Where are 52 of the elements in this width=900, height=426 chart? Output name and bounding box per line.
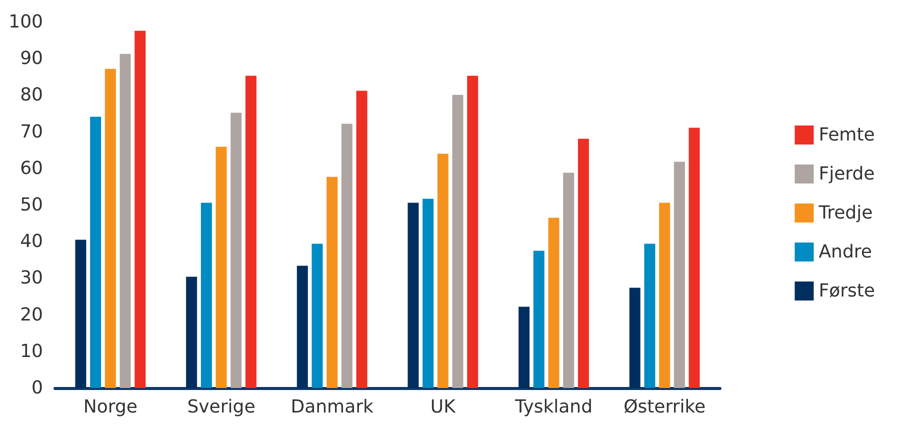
x-tick-label: Østerrike — [624, 396, 706, 418]
legend-label: Fjerde — [818, 164, 875, 184]
bar — [644, 244, 656, 388]
x-tick-label: Norge — [83, 396, 138, 418]
y-tick-label: 80 — [20, 84, 43, 106]
bar — [245, 76, 256, 388]
y-tick-label: 50 — [20, 194, 43, 216]
x-tick-label: Danmark — [290, 396, 374, 418]
y-tick-label: 40 — [20, 231, 43, 252]
bar — [104, 68, 116, 388]
bar — [341, 124, 352, 388]
bar — [200, 202, 212, 388]
bar — [563, 172, 574, 388]
bar — [548, 218, 560, 388]
bar — [120, 54, 131, 388]
legend-label: Første — [818, 280, 876, 302]
bar — [408, 202, 419, 388]
bar — [629, 288, 640, 388]
legend-label: Femte — [818, 124, 875, 146]
bar — [90, 116, 102, 388]
y-tick-label: 30 — [20, 268, 43, 289]
bar — [674, 162, 685, 388]
bar — [216, 146, 227, 388]
y-tick-label: 90 — [20, 48, 43, 70]
bar — [578, 138, 589, 388]
bar — [688, 128, 700, 388]
bar — [75, 240, 86, 388]
bar — [312, 244, 323, 388]
y-tick-label: 100 — [8, 12, 43, 32]
y-tick-label: 60 — [20, 158, 43, 179]
bar — [326, 176, 338, 388]
bar — [452, 94, 464, 388]
bar — [422, 198, 434, 388]
y-tick-label: 0 — [32, 378, 43, 398]
legend-label: Andre — [818, 242, 872, 262]
bar — [467, 76, 478, 388]
bar — [437, 154, 448, 388]
x-tick-label: Tyskland — [514, 396, 593, 418]
bar — [356, 90, 368, 388]
bar — [518, 306, 530, 388]
bar — [134, 30, 146, 388]
x-tick-label: UK — [430, 396, 457, 418]
legend-label: Tredje — [818, 202, 873, 224]
y-tick-label: 20 — [20, 304, 43, 326]
y-tick-label: 10 — [20, 340, 43, 362]
bar — [230, 112, 242, 388]
bar — [659, 202, 670, 388]
bar — [186, 276, 198, 388]
x-tick-label: Sverige — [187, 396, 256, 418]
bar — [533, 250, 544, 388]
bar — [296, 266, 308, 388]
y-tick-label: 70 — [20, 121, 43, 142]
